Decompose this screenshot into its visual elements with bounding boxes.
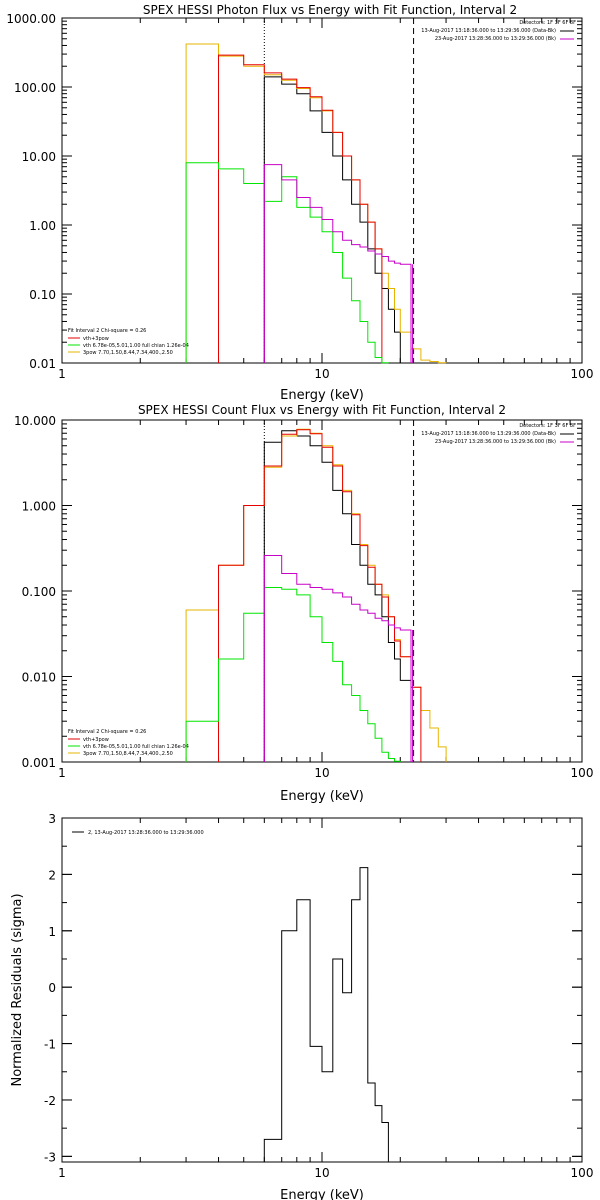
residual-y-tick-label: 3	[48, 812, 56, 826]
count-legend-entry-2: vth 6.78e-05,5.01,1.00 full chian 1.26e-…	[83, 744, 189, 750]
residuals-panel-xlabel: Energy (keV)	[280, 1188, 364, 1200]
count-series-3	[185, 587, 401, 762]
count-header-line-2: 23-Aug-2017 13:28:36.000 to 13:29:36.000…	[435, 439, 556, 445]
photon-plot: 1 10 100 0.01 0.10 1.00 10.00 100.00 1000.00	[6, 12, 593, 381]
photon-flux-panel: SPEX HESSI Photon Flux vs Energy with Fi…	[68, 3, 576, 403]
photon-x-tick-label: 100	[571, 367, 594, 381]
photon-legend-entry-2: vth 6.78e-05,5.01,1.00 full chian 1.26e-…	[83, 343, 189, 349]
residual-x-tick-label: 1	[58, 1166, 66, 1180]
residual-axes-frame	[61, 817, 583, 1163]
photon-x-tick-label: 1	[58, 367, 66, 381]
photon-y-tick-label: 1.00	[29, 219, 56, 233]
count-axes-frame	[61, 419, 583, 763]
photon-header-line-1: 13-Aug-2017 13:18:36.000 to 13:29:36.000…	[421, 28, 556, 34]
count-x-tick-label: 100	[571, 766, 594, 780]
count-series-2	[218, 429, 422, 762]
residual-x-tick-label: 10	[314, 1166, 329, 1180]
photon-legend-title: Fit Interval 2 Chi-square = 0.26	[68, 328, 146, 334]
count-y-tick-label: 0.001	[22, 756, 56, 770]
photon-header-line-2: 23-Aug-2017 13:28:36.000 to 13:29:36.000…	[435, 36, 556, 42]
residual-y-tick-label: -3	[44, 1150, 56, 1164]
photon-y-tick-label: 0.01	[29, 357, 56, 371]
photon-panel-xlabel: Energy (keV)	[280, 388, 364, 403]
residual-y-tick-label: 1	[48, 925, 56, 939]
residuals-panel-ylabel: Normalized Residuals (sigma)	[10, 893, 25, 1086]
residual-y-tick-label: 2	[48, 868, 56, 882]
residual-series-0	[263, 867, 389, 1162]
count-header-line-1: 13-Aug-2017 13:18:36.000 to 13:29:36.000…	[421, 431, 556, 437]
residual-x-tick-label: 100	[571, 1166, 594, 1180]
residual-plot: 1 10 100 -3 -2 -1 0 1 2 3	[44, 812, 593, 1180]
photon-x-tick-label: 10	[314, 367, 329, 381]
photon-detectors-text: Detectors: 1F 3F 6F 8F	[519, 20, 576, 26]
count-legend-title: Fit Interval 2 Chi-square = 0.26	[68, 729, 146, 735]
count-panel-title: SPEX HESSI Count Flux vs Energy with Fit…	[138, 403, 506, 417]
count-flux-panel: SPEX HESSI Count Flux vs Energy with Fit…	[68, 403, 576, 804]
count-detectors-text: Detectors: 1F 3F 6F 8F	[519, 423, 576, 429]
photon-legend-entry-3: 3pow 7.70,1.50,8.44,7.34,400.,2.50	[83, 350, 173, 356]
count-y-tick-label: 10.000	[14, 414, 56, 428]
photon-series-1	[185, 43, 447, 364]
photon-axes-frame	[61, 17, 583, 364]
photon-series-3	[185, 162, 389, 364]
photon-y-tick-label: 1000.00	[6, 12, 56, 26]
photon-series-0	[263, 76, 401, 363]
count-legend-entry-1: vth+3pow	[83, 737, 109, 743]
residuals-legend-entry: 2, 13-Aug-2017 13:28:36.000 to 13:29:36.…	[88, 830, 204, 836]
count-series-0	[263, 430, 412, 762]
count-series-4	[263, 555, 412, 762]
photon-series-4	[263, 164, 412, 363]
photon-legend-entry-1: vth+3pow	[83, 336, 109, 342]
count-panel-xlabel: Energy (keV)	[280, 789, 364, 804]
photon-y-tick-label: 10.00	[22, 150, 56, 164]
photon-y-tick-label: 100.00	[14, 81, 56, 95]
count-x-tick-label: 1	[58, 766, 66, 780]
photon-series-2	[218, 54, 383, 363]
residual-y-tick-label: -1	[44, 1038, 56, 1052]
count-x-tick-label: 10	[314, 766, 329, 780]
residual-y-tick-label: 0	[48, 981, 56, 995]
count-y-tick-label: 0.010	[22, 671, 56, 685]
count-plot: 1 10 100 0.001 0.010 0.100 1.000 10.000	[14, 414, 593, 780]
count-y-tick-label: 1.000	[22, 500, 56, 514]
photon-panel-title: SPEX HESSI Photon Flux vs Energy with Fi…	[143, 3, 517, 17]
count-legend-entry-3: 3pow 7.70,1.50,8.44,7.34,400.,2.50	[83, 751, 173, 757]
residuals-panel: Energy (keV) Normalized Residuals (sigma…	[10, 830, 364, 1200]
photon-y-tick-label: 0.10	[29, 288, 56, 302]
count-series-1	[185, 428, 447, 762]
count-y-tick-label: 0.100	[22, 585, 56, 599]
residual-y-tick-label: -2	[44, 1094, 56, 1108]
